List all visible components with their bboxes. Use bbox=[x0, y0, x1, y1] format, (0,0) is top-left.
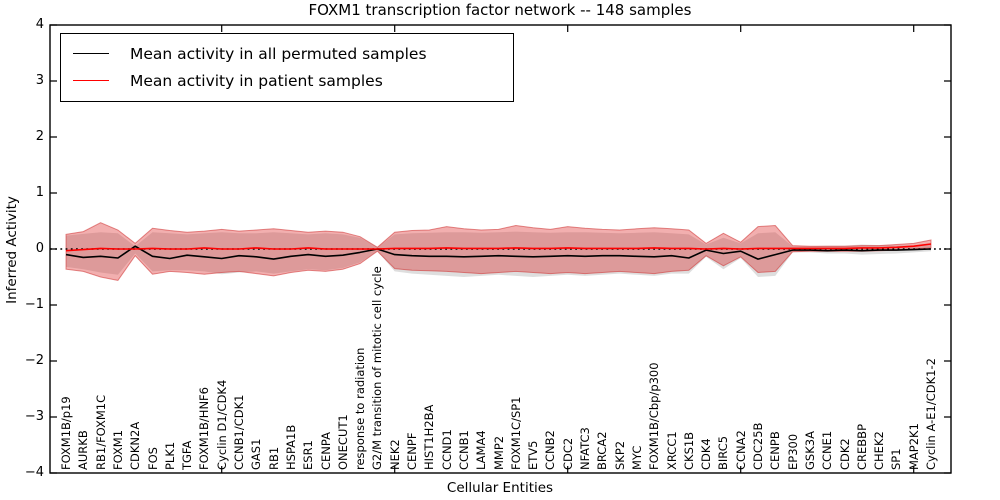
chart-title: FOXM1 transcription factor network -- 14… bbox=[308, 1, 692, 19]
permuted-samples-band bbox=[66, 231, 931, 277]
patient-line-sample-icon bbox=[73, 80, 109, 81]
y-axis-label: Inferred Activity bbox=[4, 196, 20, 304]
patient_mean-line bbox=[65, 243, 932, 252]
legend-label-permuted: Mean activity in all permuted samples bbox=[130, 44, 427, 63]
legend-item-patient: Mean activity in patient samples bbox=[61, 67, 513, 94]
permuted_mean-line bbox=[65, 245, 932, 260]
legend-item-permuted: Mean activity in all permuted samples bbox=[61, 40, 513, 67]
axis-ticks bbox=[50, 24, 951, 474]
legend: Mean activity in all permuted samples Me… bbox=[60, 33, 514, 102]
y-tick-label: 0 bbox=[35, 241, 44, 256]
x-axis-label: Cellular Entities bbox=[446, 480, 554, 496]
y-tick-label: −1 bbox=[24, 297, 44, 312]
y-tick-label: −2 bbox=[24, 353, 44, 368]
permuted-line-sample-icon bbox=[73, 53, 109, 54]
y-tick-label: 4 bbox=[35, 17, 44, 32]
y-tick-label: 3 bbox=[35, 73, 44, 88]
y-tick-label: 1 bbox=[35, 185, 44, 200]
patient-samples-band bbox=[65, 222, 932, 281]
y-tick-label: −3 bbox=[24, 409, 44, 424]
y-tick-label: 2 bbox=[35, 129, 44, 144]
legend-label-patient: Mean activity in patient samples bbox=[130, 71, 383, 90]
y-tick-label: −4 bbox=[24, 465, 44, 480]
